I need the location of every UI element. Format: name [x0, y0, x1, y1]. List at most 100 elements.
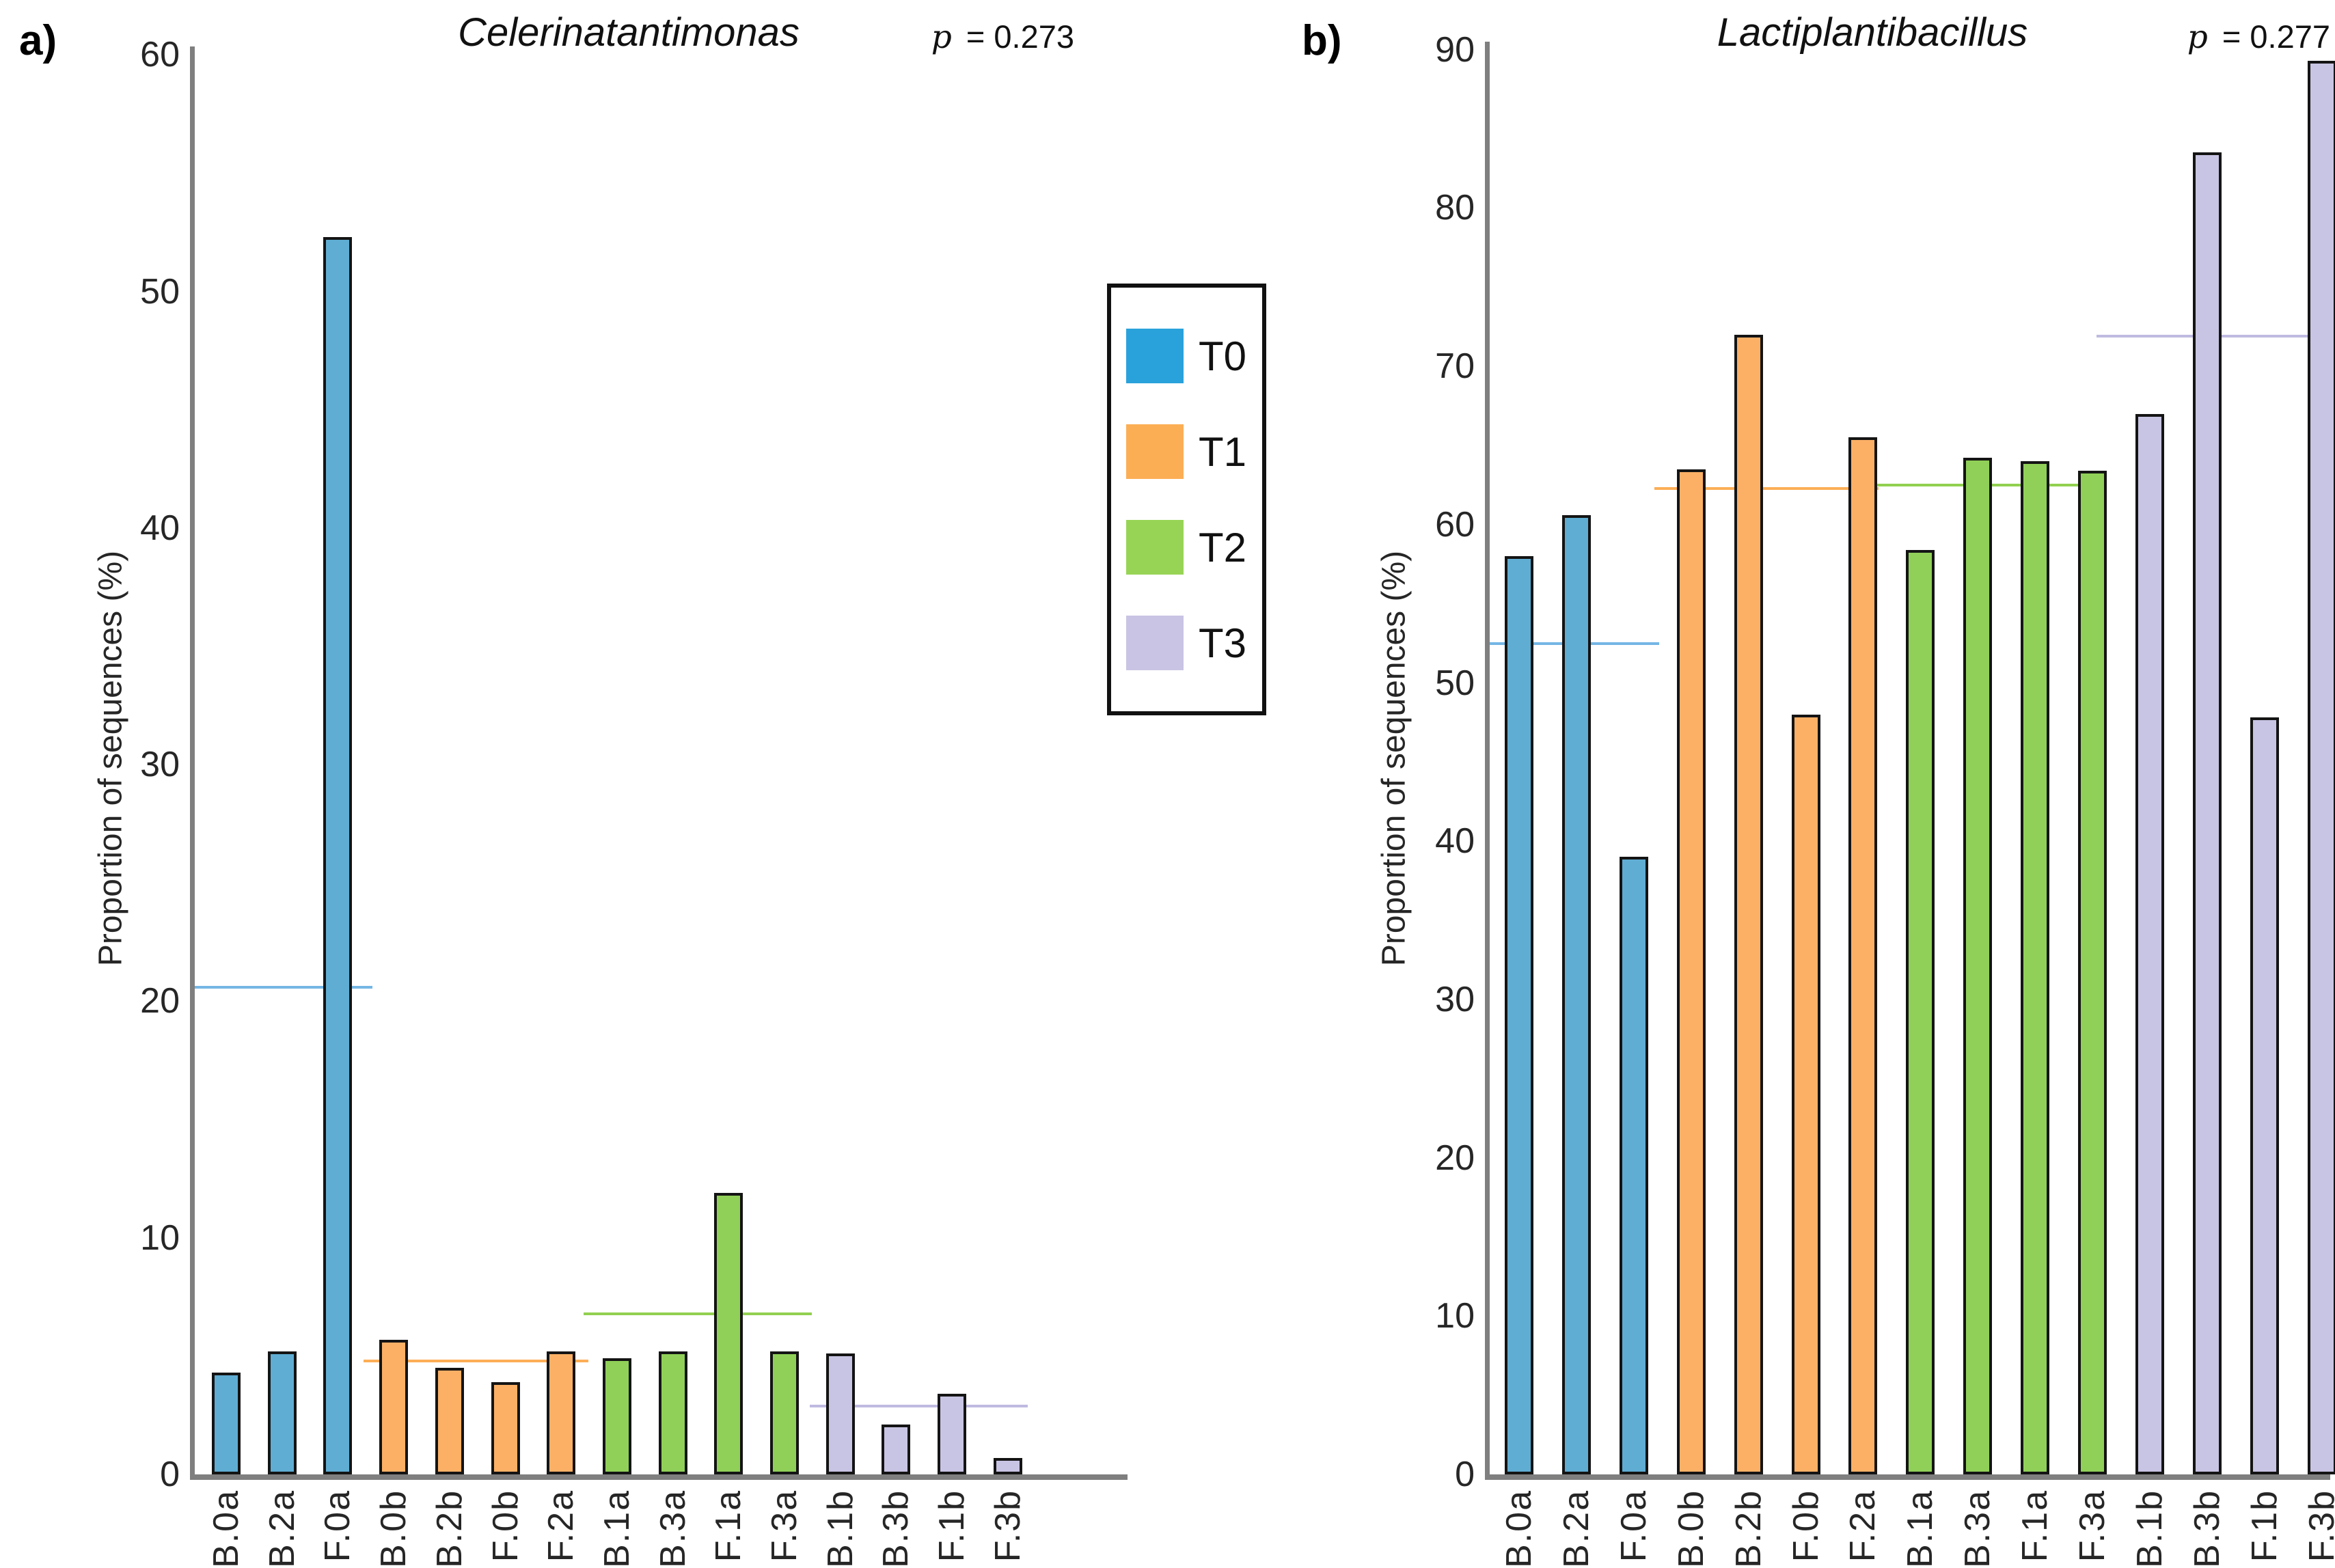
x-tick-label: B.1a: [1898, 1489, 1942, 1568]
p-text-b: = 0.277: [2213, 18, 2330, 55]
x-tick-text: B.2b: [1728, 1489, 1769, 1568]
x-tick-text: F.1b: [2244, 1489, 2284, 1563]
x-tick-text: F.1b: [932, 1489, 972, 1563]
bar-B.2a: [1561, 514, 1591, 1474]
x-tick-text: F.0b: [485, 1489, 525, 1563]
x-tick-label: F.3a: [2071, 1489, 2114, 1562]
x-tick-text: B.0b: [374, 1489, 414, 1568]
legend-item-t2: T2: [1126, 520, 1262, 575]
x-tick-text: B.2a: [1556, 1489, 1596, 1568]
legend-swatch-t0: [1126, 329, 1184, 383]
x-axis-line: [1485, 1474, 2330, 1480]
group-mean-line-t3: [810, 1404, 1028, 1407]
legend-item-t1: T1: [1126, 424, 1262, 479]
x-tick-label: B.3a: [651, 1489, 695, 1568]
bar-B.1a: [602, 1358, 631, 1474]
group-mean-line-t1: [1654, 486, 1879, 490]
x-tick-text: F.2a: [1843, 1489, 1883, 1563]
bar-B.1b: [825, 1353, 855, 1474]
legend-label-t2: T2: [1199, 524, 1247, 570]
x-tick-label: B.2a: [1555, 1489, 1598, 1568]
x-tick-label: F.3a: [763, 1489, 806, 1562]
bar-B.3a: [658, 1351, 687, 1474]
p-value-b: p = 0.277: [1994, 18, 2330, 56]
y-axis-line: [1485, 41, 1490, 1480]
bar-F.0b: [491, 1381, 520, 1474]
x-axis-line: [190, 1474, 1128, 1480]
bar-F.3b: [2307, 60, 2335, 1474]
legend-label-t0: T0: [1199, 333, 1247, 379]
p-text-a: = 0.273: [957, 18, 1074, 55]
bar-B.1b: [2135, 413, 2164, 1474]
y-tick-label: 80: [1435, 188, 1475, 228]
y-tick-label: 30: [140, 745, 180, 785]
legend-swatch-t1: [1126, 424, 1184, 479]
x-tick-label: F.1b: [930, 1489, 974, 1562]
p-value-a: p = 0.273: [738, 18, 1074, 56]
x-tick-label: B.2b: [1727, 1489, 1771, 1568]
legend-swatch-t3: [1126, 616, 1184, 670]
y-tick-label: 0: [1455, 1455, 1475, 1494]
x-tick-text: B.1b: [2129, 1489, 2170, 1568]
x-tick-label: F.3b: [986, 1489, 1030, 1562]
bar-B.0b: [1676, 469, 1706, 1474]
x-tick-label: F.0a: [1612, 1489, 1656, 1562]
y-tick-label: 20: [140, 981, 180, 1021]
legend-label-t1: T1: [1199, 428, 1247, 475]
y-tick-label: 50: [1435, 663, 1475, 703]
panel-label-a: a): [19, 17, 57, 64]
y-tick-label: 50: [140, 271, 180, 312]
bar-B.0a: [1505, 556, 1533, 1474]
bar-B.2b: [1734, 334, 1763, 1474]
x-tick-text: B.2a: [262, 1489, 302, 1568]
bar-F.1a: [714, 1192, 743, 1474]
x-tick-text: F.0b: [1786, 1489, 1826, 1563]
legend-item-t3: T3: [1126, 616, 1262, 670]
x-tick-label: F.0b: [484, 1489, 528, 1562]
x-tick-text: B.3a: [1958, 1489, 1998, 1568]
x-tick-label: F.2a: [1841, 1489, 1885, 1562]
bar-B.1a: [1906, 549, 1935, 1474]
bar-B.3a: [1963, 458, 1993, 1474]
x-tick-text: F.3b: [2302, 1489, 2335, 1563]
bar-B.3b: [2192, 152, 2222, 1474]
y-tick-label: 30: [1435, 979, 1475, 1019]
x-tick-label: F.3b: [2300, 1489, 2335, 1562]
y-tick-label: 0: [160, 1455, 180, 1494]
x-tick-text: F.1a: [709, 1489, 749, 1563]
chart-title-a: Celerinatantimonas: [458, 10, 800, 55]
bar-F.0b: [1791, 714, 1820, 1474]
y-tick-label: 60: [1435, 504, 1475, 545]
x-tick-label: B.0a: [204, 1489, 248, 1568]
legend-swatch-t2: [1126, 520, 1184, 575]
y-tick-label: 10: [1435, 1296, 1475, 1336]
bar-F.3a: [770, 1351, 799, 1474]
p-symbol-a: p: [931, 18, 952, 56]
x-tick-text: B.3a: [653, 1489, 693, 1568]
x-tick-text: B.1b: [820, 1489, 860, 1568]
y-tick-label: 40: [1435, 821, 1475, 862]
y-tick-label: 70: [1435, 346, 1475, 387]
x-tick-text: F.1a: [2015, 1489, 2056, 1563]
x-tick-text: F.3a: [2073, 1489, 2112, 1563]
x-tick-label: B.3b: [874, 1489, 918, 1568]
bar-F.0a: [323, 236, 353, 1474]
x-tick-label: F.1a: [707, 1489, 750, 1562]
bar-F.0a: [1619, 857, 1648, 1474]
x-tick-label: F.1a: [2013, 1489, 2057, 1562]
x-tick-label: B.1b: [2128, 1489, 2172, 1568]
x-tick-label: B.3a: [1956, 1489, 1999, 1568]
bar-B.3b: [882, 1425, 911, 1474]
group-mean-line-t0: [195, 985, 372, 989]
x-tick-label: F.0b: [1784, 1489, 1828, 1562]
x-tick-label: B.3b: [2185, 1489, 2229, 1568]
y-tick-label: 20: [1435, 1138, 1475, 1178]
y-tick-label: 10: [140, 1218, 180, 1258]
x-tick-text: B.3b: [876, 1489, 916, 1568]
x-tick-text: B.0b: [1671, 1489, 1711, 1568]
bar-B.2a: [267, 1351, 297, 1474]
y-axis-line: [190, 46, 195, 1480]
chart-title-b: Lactiplantibacillus: [1717, 10, 2028, 55]
x-tick-text: B.3b: [2187, 1489, 2227, 1568]
group-mean-line-t1: [364, 1359, 588, 1362]
